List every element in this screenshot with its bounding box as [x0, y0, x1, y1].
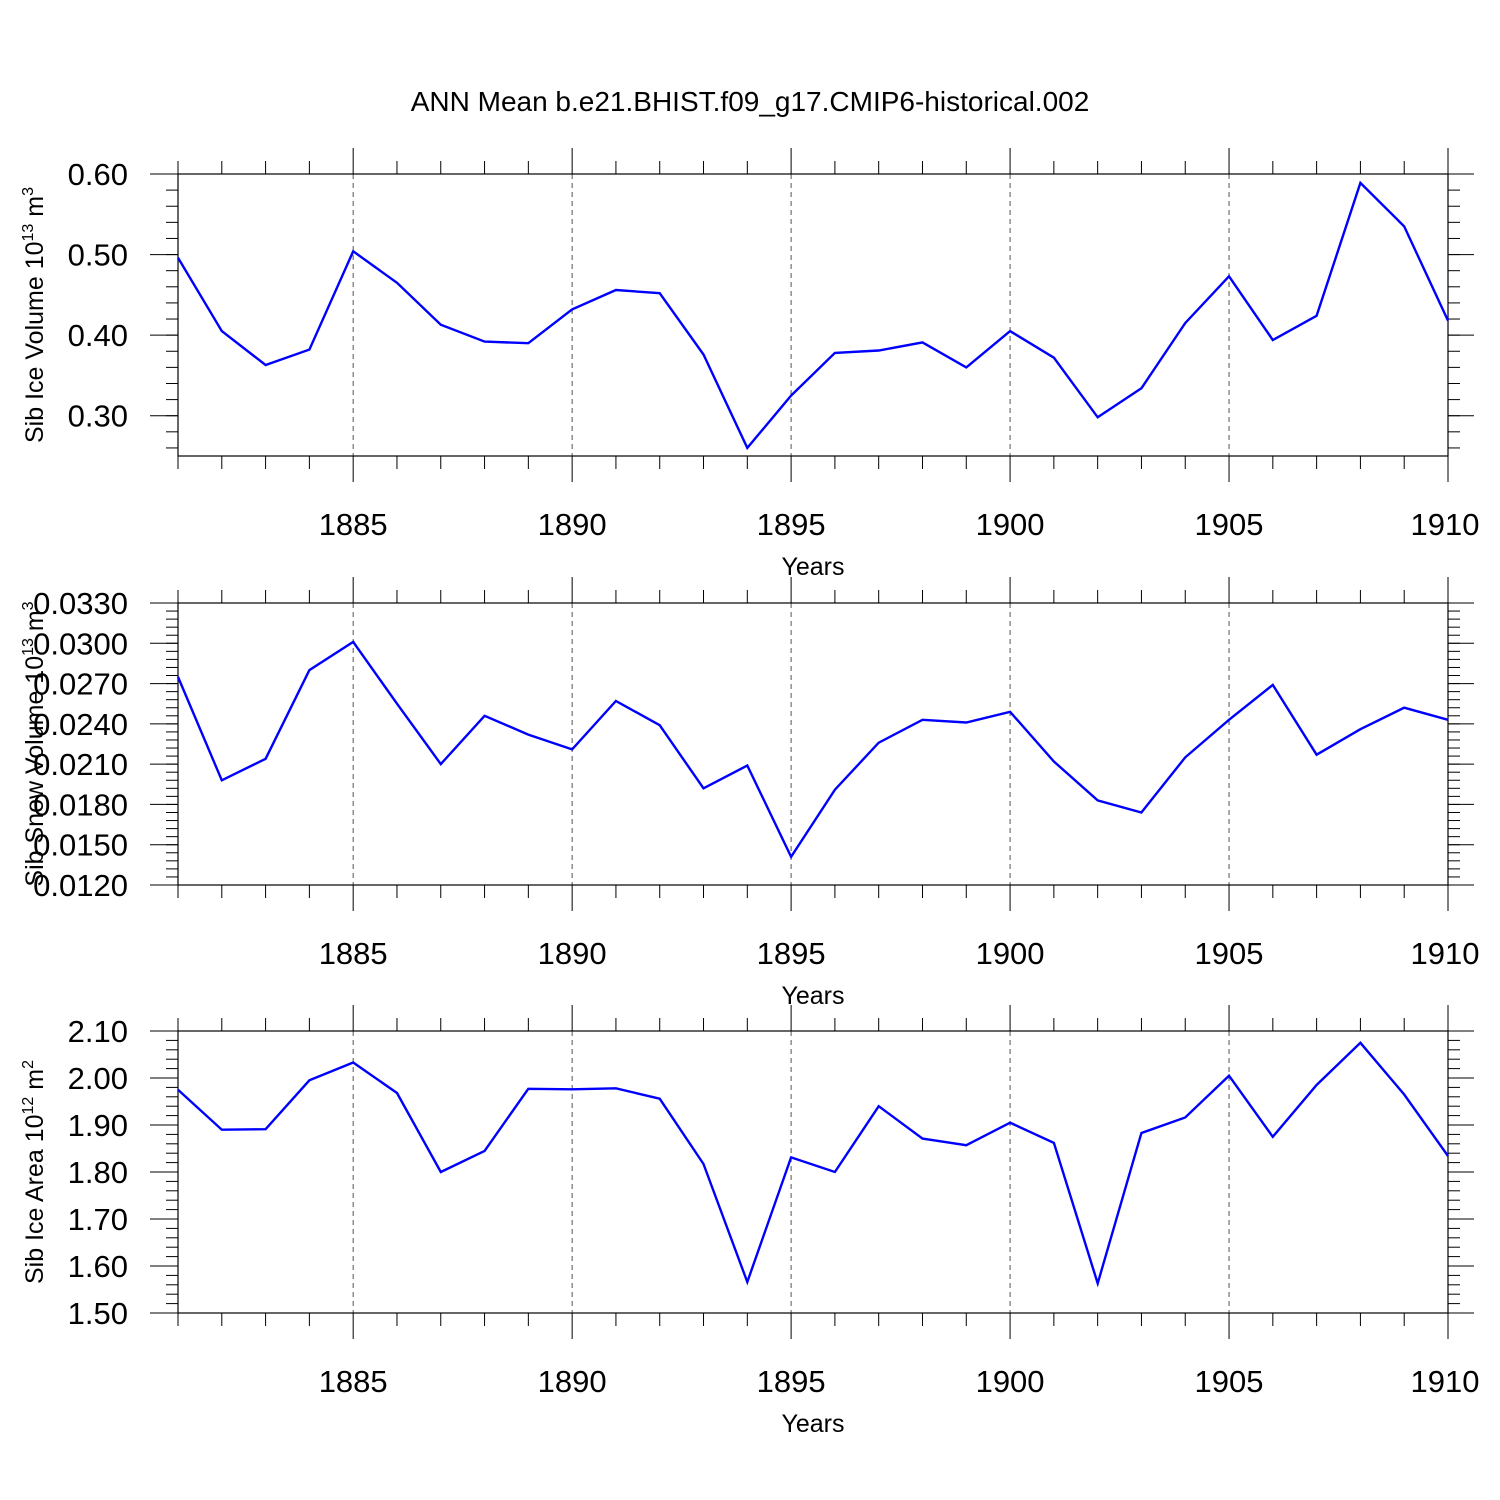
- x-tick-label: 1885: [319, 936, 388, 971]
- y-tick-label: 0.0270: [33, 667, 128, 702]
- x-tick-label: 1885: [319, 507, 388, 542]
- y-tick-label: 0.50: [68, 238, 128, 273]
- y-tick-label: 0.0300: [33, 626, 128, 661]
- y-tick-label: 0.0180: [33, 787, 128, 822]
- panel-ice-volume: 0.30 0.40 0.50 0.60 1885 1890 1895 1900 1905 1910…: [20, 148, 1479, 581]
- y-tick-label: 0.0150: [33, 828, 128, 863]
- x-tick-label: 1905: [1195, 507, 1264, 542]
- y-tick-label: 0.30: [68, 399, 128, 434]
- x-tick-label: 1890: [538, 936, 607, 971]
- y-tick-label: 0.40: [68, 318, 128, 353]
- y-tick-label: 1.50: [68, 1296, 128, 1331]
- y-tick-label: 0.0240: [33, 707, 128, 742]
- y-tick-label: 0.0210: [33, 747, 128, 782]
- x-tick-label: 1910: [1411, 1364, 1480, 1399]
- panel-ice-area: 1.50 1.60 1.70 1.80 1.90 2.00 2.10 1885 1890 1895…: [20, 1005, 1479, 1438]
- y-tick-label: 2.00: [68, 1061, 128, 1096]
- y-tick-label: 0.0330: [33, 586, 128, 621]
- x-tick-label: 1895: [757, 507, 826, 542]
- series-line: [176, 640, 1449, 860]
- y-tick-label: 1.70: [68, 1202, 128, 1237]
- x-tick-label: 1895: [757, 936, 826, 971]
- x-tick-label: 1910: [1411, 507, 1480, 542]
- y-tick-label: 2.10: [68, 1014, 128, 1049]
- y-tick-label: 1.90: [68, 1108, 128, 1143]
- x-axis-label: Years: [781, 982, 844, 1010]
- x-tick-label: 1890: [538, 507, 607, 542]
- chart-title: ANN Mean b.e21.BHIST.f09_g17.CMIP6-histo…: [411, 86, 1090, 117]
- x-tick-label: 1905: [1195, 936, 1264, 971]
- y-tick-label: 0.60: [68, 157, 128, 192]
- x-tick-label: 1900: [976, 936, 1045, 971]
- x-tick-label: 1900: [976, 1364, 1045, 1399]
- plot-frame: [177, 173, 1449, 457]
- x-axis-label: Years: [781, 553, 844, 581]
- panel-snow-volume: 0.0120 0.0150 0.0180 0.0210 0.0240 0.0270 0.03…: [20, 577, 1479, 1010]
- x-tick-label: 1895: [757, 1364, 826, 1399]
- y-axis-label: Sib Snow Volume 1013 m3: [20, 601, 49, 886]
- x-tick-label: 1890: [538, 1364, 607, 1399]
- series-line: [177, 1041, 1449, 1288]
- plot-frame: [177, 602, 1449, 886]
- x-tick-label: 1905: [1195, 1364, 1264, 1399]
- y-tick-label: 1.60: [68, 1249, 128, 1284]
- x-tick-label: 1900: [976, 507, 1045, 542]
- x-tick-label: 1885: [319, 1364, 388, 1399]
- x-tick-label: 1910: [1411, 936, 1480, 971]
- y-tick-label: 0.0120: [33, 868, 128, 903]
- series-line: [176, 180, 1450, 451]
- x-axis-label: Years: [781, 1410, 844, 1438]
- y-axis-label: Sib Ice Volume 1013 m3: [20, 187, 49, 443]
- y-tick-label: 1.80: [68, 1155, 128, 1190]
- y-axis-label: Sib Ice Area 1012 m2: [20, 1060, 49, 1284]
